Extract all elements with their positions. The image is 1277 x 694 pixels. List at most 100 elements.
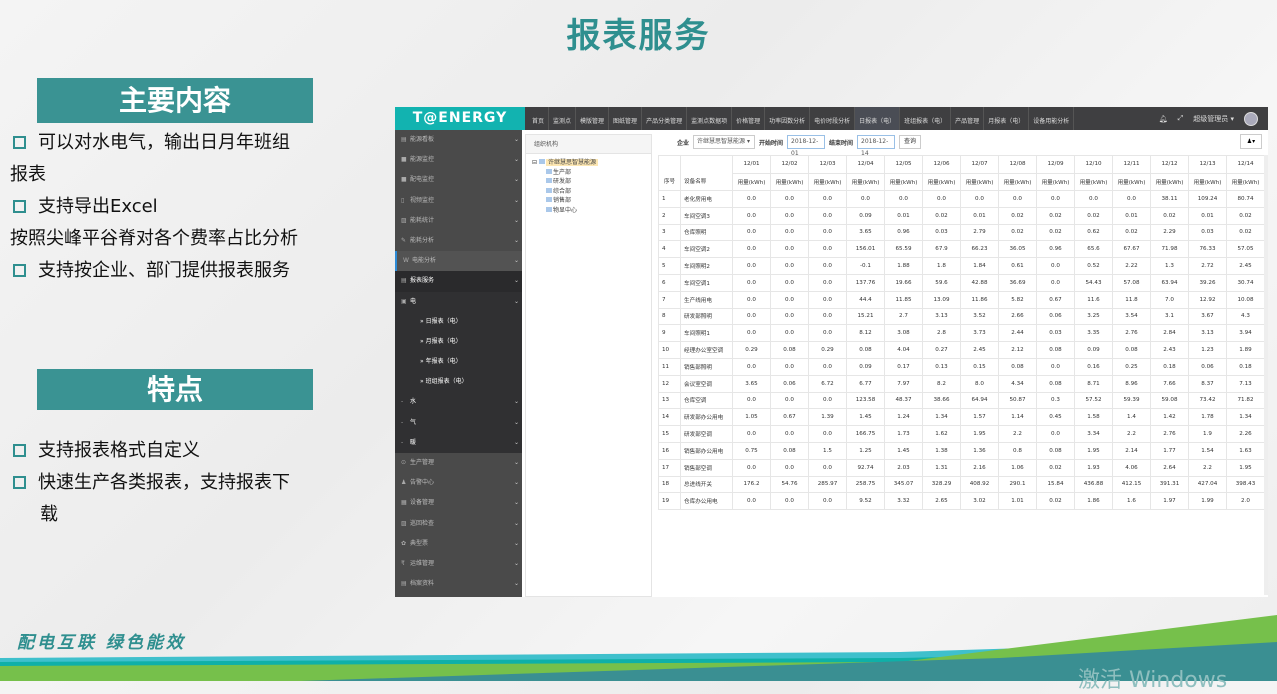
device-name: 车间空调1 — [680, 273, 733, 292]
nav-item[interactable]: 电价时段分析 — [810, 107, 856, 130]
row-number: 3 — [658, 223, 681, 242]
sidebar-item[interactable]: » 月报表（电） — [395, 331, 522, 353]
nav-item[interactable]: 图纸管理 — [609, 107, 643, 130]
table-scrollbar[interactable] — [1264, 155, 1268, 595]
usage-cell: 0.0 — [922, 190, 961, 208]
device-name: 销售部办公用电 — [680, 441, 733, 460]
sidebar-item[interactable]: ▨ 能耗统计 ⌄ — [395, 211, 522, 231]
usage-cell: 80.74 — [1226, 190, 1265, 208]
query-button[interactable]: 查询 — [899, 135, 922, 149]
sidebar-item[interactable]: - 气 ⌄ — [395, 412, 522, 433]
sidebar-item[interactable]: » 日报表（电） — [395, 311, 522, 332]
bullet-item: 支持导出Excel — [10, 192, 158, 222]
nav-item[interactable]: 首页 — [528, 107, 550, 130]
usage-cell: 0.02 — [1036, 458, 1075, 477]
nav-item[interactable]: 月报表（电） — [984, 107, 1030, 130]
sidebar-item[interactable]: » 班组报表（电） — [395, 372, 522, 393]
bullet-item: 可以对水电气，输出日月年班组 — [10, 128, 290, 158]
usage-cell: 412.15 — [1112, 475, 1151, 494]
user-menu[interactable]: 超级管理员 ▾ — [1193, 114, 1234, 123]
usage-cell: 92.74 — [846, 458, 885, 477]
bullet-item: 快速生产各类报表，支持报表下 — [10, 468, 290, 498]
sidebar-item[interactable]: ▤ 档案资料 ⌄ — [395, 574, 522, 594]
sidebar-item[interactable]: ✎ 能耗分析 ⌄ — [395, 231, 522, 251]
usage-cell: 76.33 — [1188, 240, 1227, 259]
usage-cell: 15.21 — [846, 307, 885, 326]
usage-cell: 1.9 — [1188, 425, 1227, 443]
chevron-down-icon: ⌄ — [513, 559, 519, 567]
usage-cell: 2.2 — [998, 425, 1037, 443]
avatar[interactable] — [1244, 111, 1258, 126]
usage-cell: 0.67 — [770, 408, 809, 427]
chevron-down-icon: ⌄ — [513, 438, 519, 446]
usage-cell: 1.34 — [922, 408, 961, 427]
usage-cell: 38.66 — [922, 391, 961, 410]
sidebar-item[interactable]: ▦ 设备管理 ⌄ — [395, 493, 522, 513]
sidebar-item[interactable]: » 年报表（电） — [395, 352, 522, 373]
logo: T@ENERGY — [395, 107, 525, 130]
sidebar-item[interactable]: ⊙ 生产管理 ⌄ — [395, 453, 522, 473]
usage-cell: 1.97 — [1150, 492, 1189, 511]
sidebar-item[interactable]: - 暖 ⌄ — [395, 432, 522, 453]
org-root[interactable]: ⊟ 许继慧思智慧能源 — [532, 159, 598, 166]
usage-cell: 42.88 — [960, 273, 999, 292]
company-select[interactable]: 许继慧思智慧能源 ▾ — [693, 135, 756, 149]
org-tree-node[interactable]: 生产部 — [532, 168, 645, 178]
usage-cell: 6.77 — [846, 374, 885, 393]
usage-cell: 0.01 — [960, 206, 999, 225]
usage-cell: 3.94 — [1226, 324, 1265, 343]
sidebar-icon: ✿ — [401, 539, 407, 547]
sidebar-icon: ▨ — [401, 519, 407, 527]
sidebar-item[interactable]: ▨ 巡回检查 ⌄ — [395, 514, 522, 534]
org-tree-node[interactable]: 销售部 — [532, 196, 645, 206]
org-tree-node[interactable]: 物显中心 — [532, 206, 645, 216]
usage-cell: 44.4 — [846, 290, 885, 309]
org-tree-node[interactable]: 综合部 — [532, 187, 645, 197]
usage-cell: 1.63 — [1226, 441, 1265, 460]
usage-cell: 0.0 — [770, 290, 809, 309]
sidebar-item[interactable]: - 水 ⌄ — [395, 392, 522, 413]
nav-item[interactable]: 监测点数据项 — [687, 107, 733, 130]
sidebar-item[interactable]: ♟ 告警中心 ⌄ — [395, 473, 522, 493]
usage-cell: 8.96 — [1112, 374, 1151, 393]
nav-item[interactable]: 产品分类管理 — [642, 107, 688, 130]
end-date-input[interactable]: 2018-12-14 — [857, 135, 896, 157]
usage-cell: 2.65 — [922, 492, 961, 511]
bell-icon[interactable]: 🔔︎ — [1158, 114, 1168, 123]
sidebar-item[interactable]: ■ 能源监控 ⌄ — [395, 150, 522, 170]
nav-item[interactable]: 价格管理 — [732, 107, 766, 130]
chevron-down-icon: ⌄ — [513, 216, 519, 224]
sidebar-item[interactable]: ▣ 电 ⌄ — [395, 291, 522, 312]
org-tree-node[interactable]: 研发部 — [532, 177, 645, 187]
nav-item[interactable]: 模版管理 — [576, 107, 610, 130]
usage-cell: 71.82 — [1226, 391, 1265, 410]
sidebar-item[interactable]: ▤ 报表服务 ⌄ — [395, 271, 522, 292]
sidebar-item[interactable]: ₹ 运维管理 ⌄ — [395, 554, 522, 574]
sidebar-item[interactable]: ▤ 能源看板 ⌄ — [395, 130, 522, 150]
usage-cell: 1.62 — [922, 425, 961, 443]
sidebar-item[interactable]: ■ 配电监控 ⌄ — [395, 170, 522, 190]
usage-cell: 3.08 — [884, 324, 923, 343]
fullscreen-icon[interactable]: ⤢ — [1177, 114, 1184, 122]
sidebar-item[interactable]: ▯ 视频监控 ⌄ — [395, 191, 522, 211]
usage-cell: 0.02 — [1036, 206, 1075, 225]
nav-item[interactable]: 设备用能分析 — [1029, 107, 1075, 130]
usage-cell: 0.02 — [1150, 206, 1189, 225]
usage-cell: 0.02 — [998, 223, 1037, 242]
usage-cell: 2.22 — [1112, 257, 1151, 275]
nav-item[interactable]: 班组报表（电） — [900, 107, 952, 130]
sidebar-item[interactable]: ✿ 典型票 ⌄ — [395, 534, 522, 554]
table-row: 13 仓库空调 0.0 0.0 0.0 123.58 48.37 38.66 64.94 50.8… — [658, 391, 1265, 410]
nav-item[interactable]: 日报表（电） — [855, 107, 901, 130]
usage-cell: 1.54 — [1188, 441, 1227, 460]
start-date-input[interactable]: 2018-12-01 — [787, 135, 826, 157]
nav-item[interactable]: 产品管理 — [951, 107, 985, 130]
nav-item[interactable]: 功率因数分析 — [765, 107, 811, 130]
column-header-unit: 用量(kWh) — [1150, 172, 1189, 191]
nav-item[interactable]: 监测点 — [549, 107, 577, 130]
sidebar-icon: ✎ — [401, 236, 407, 244]
sidebar-item[interactable]: W 电能分析 ⌄ — [395, 251, 522, 272]
usage-cell: 0.17 — [884, 357, 923, 376]
columns-toggle-button[interactable]: ♟▾ — [1240, 134, 1262, 149]
usage-cell: 0.08 — [770, 441, 809, 460]
